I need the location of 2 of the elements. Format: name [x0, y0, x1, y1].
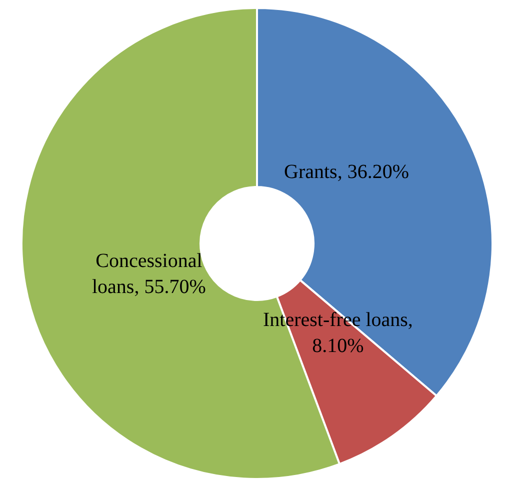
slice-label: Concessional loans, 55.70% [92, 250, 206, 298]
slice-label: Grants, 36.20% [284, 161, 409, 183]
